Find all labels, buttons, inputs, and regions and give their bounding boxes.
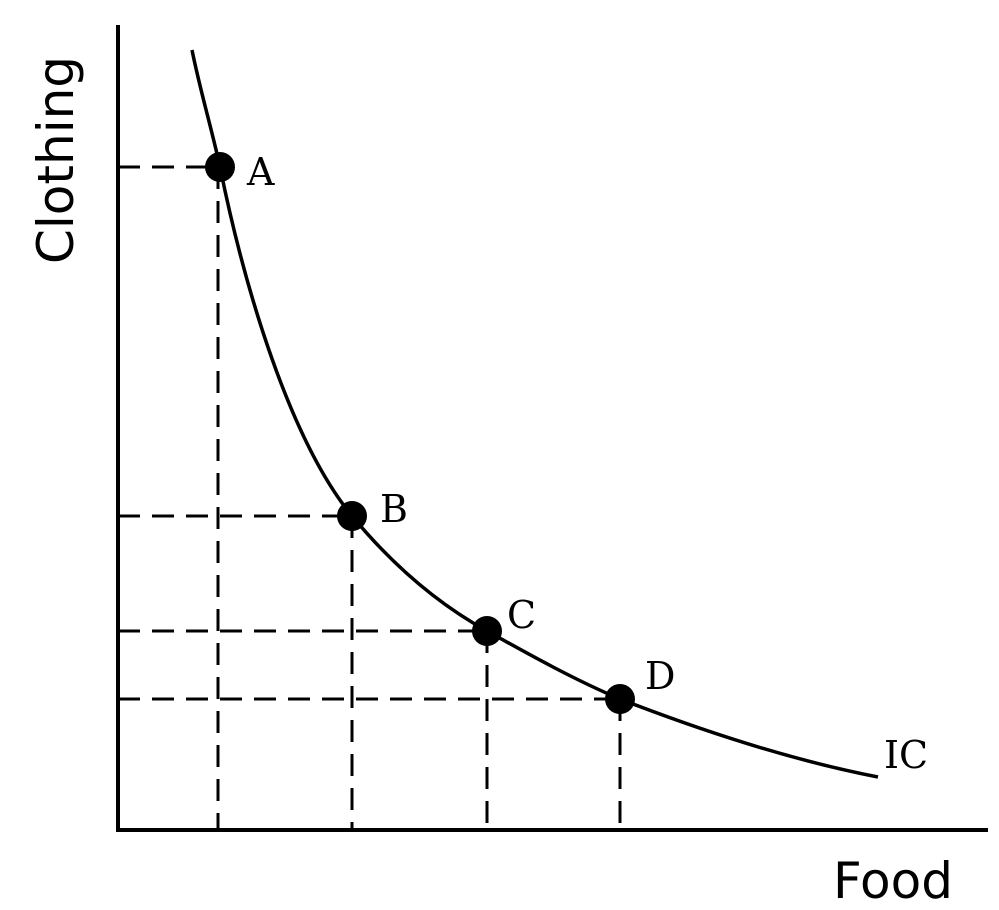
point-d: [605, 684, 635, 714]
point-d-label: D: [645, 654, 675, 698]
curve-label: IC: [884, 733, 928, 777]
indifference-curve: [190, 49, 879, 779]
point-a: [205, 152, 235, 182]
point-a-label: A: [246, 150, 275, 194]
y-axis-label: Clothing: [27, 56, 85, 264]
point-c-label: C: [507, 593, 536, 637]
point-b: [337, 501, 367, 531]
point-b-label: B: [380, 487, 408, 531]
x-axis-label: Food: [833, 852, 953, 910]
point-c: [472, 616, 502, 646]
